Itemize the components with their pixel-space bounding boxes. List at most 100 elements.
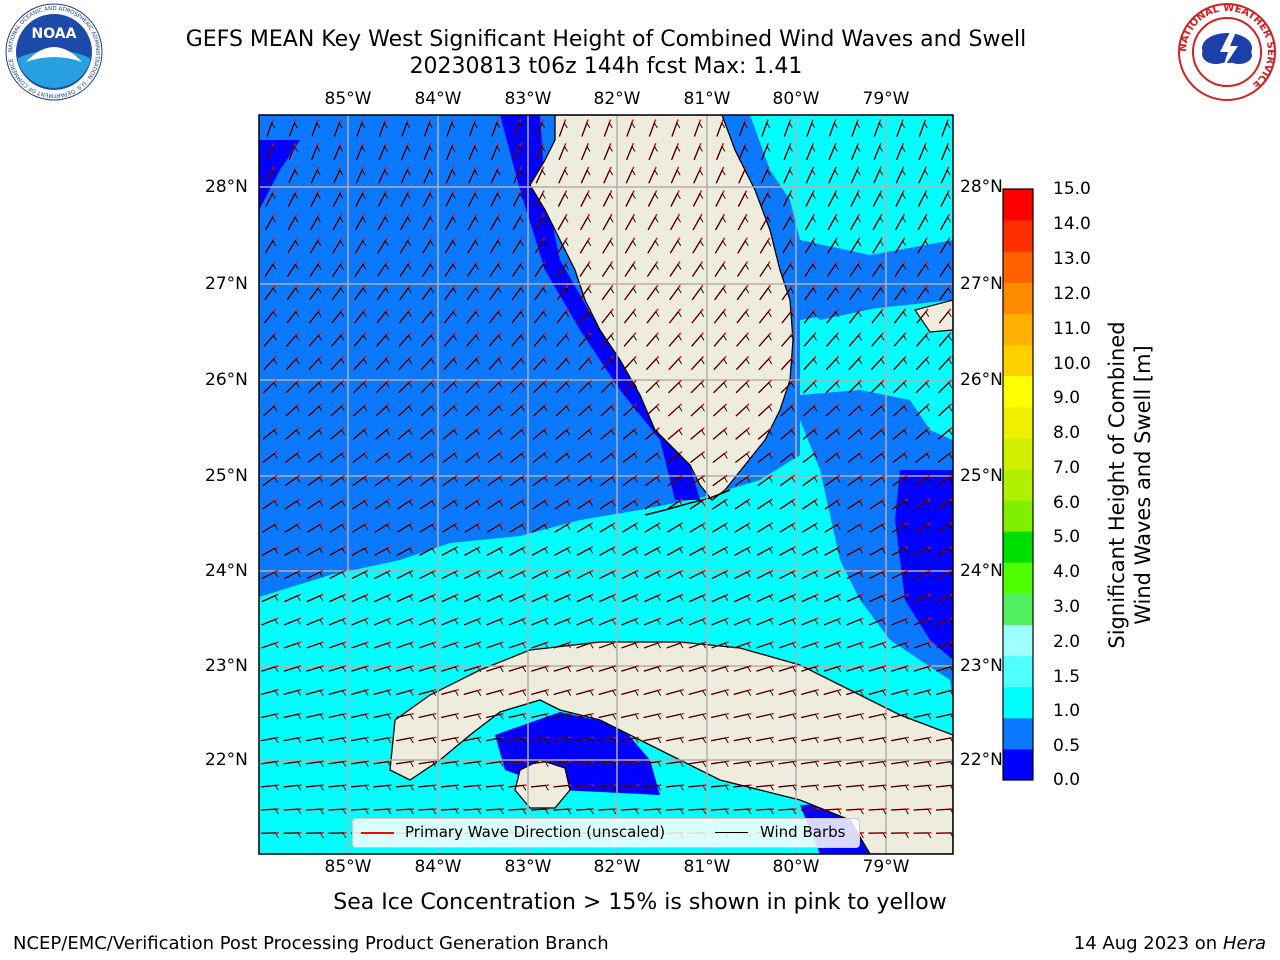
wind-barb [667, 476, 683, 487]
wind-barb [913, 832, 932, 839]
wind-barb [508, 808, 527, 815]
wind-barb [328, 808, 347, 815]
wind-barb [823, 737, 842, 744]
wind-barb [351, 713, 369, 720]
wind-barb [284, 618, 301, 626]
wind-barb [556, 358, 570, 370]
wind-barb [869, 476, 886, 487]
wind-barb [690, 381, 705, 394]
wind-barb [263, 405, 278, 417]
wind-barb [711, 713, 729, 720]
wind-barb [440, 808, 459, 815]
wind-barb [283, 832, 302, 839]
wind-barb [576, 690, 594, 696]
wind-barb [711, 737, 729, 744]
wind-barb [352, 524, 368, 533]
wind-barb [804, 263, 817, 277]
wind-barb [758, 381, 773, 394]
colorbar-title: Significant Height of Combined Wind Wave… [1104, 275, 1156, 695]
wind-barb [626, 121, 636, 137]
wind-barb [261, 618, 279, 626]
wind-barb [598, 737, 617, 744]
wind-barb [644, 547, 661, 556]
wind-barb [486, 547, 504, 556]
wind-barb [622, 476, 638, 487]
wind-barb [554, 571, 571, 579]
wind-barb [913, 690, 932, 696]
wind-barb [260, 832, 279, 839]
wind-barb [532, 524, 548, 533]
wind-barb [534, 287, 547, 301]
wind-barb [715, 169, 726, 184]
wind-barb [262, 429, 278, 440]
wind-barb [463, 761, 482, 767]
wind-barb [288, 121, 298, 137]
wind-barb [419, 571, 436, 579]
wind-barb [643, 737, 662, 744]
wind-barb [309, 287, 322, 301]
wind-barb [418, 713, 437, 720]
wind-barb [646, 334, 660, 347]
wind-barb [330, 405, 345, 417]
wind-barb [579, 240, 592, 254]
wind-barb [823, 784, 842, 791]
wind-barb [847, 429, 863, 440]
wind-barb [896, 121, 906, 137]
wind-barb [399, 263, 412, 277]
lat-label-right: 28°N [960, 177, 1003, 197]
wind-barb [489, 240, 502, 254]
wind-barb [441, 571, 459, 579]
wind-barb [713, 381, 728, 394]
wind-barb [509, 595, 526, 603]
wind-barb [330, 381, 345, 394]
wind-barb [490, 192, 501, 207]
wind-barb [375, 405, 390, 417]
wind-barb [712, 524, 728, 533]
wind-barb-line-icon [715, 832, 748, 833]
wind-barb [599, 595, 616, 603]
wind-barb [623, 381, 638, 394]
wind-barb [468, 121, 478, 137]
wind-barb [580, 192, 591, 207]
wind-barb [356, 145, 366, 160]
wind-barb [468, 145, 478, 160]
wind-barb [736, 334, 750, 347]
wind-barb [443, 358, 458, 370]
wind-barb [599, 500, 616, 510]
wind-barb [598, 690, 617, 696]
wind-barb [467, 192, 479, 207]
chart-title: GEFS MEAN Key West Significant Height of… [185, 27, 1027, 52]
wind-barb [512, 263, 524, 277]
colorbar-title-line2: Wind Waves and Swell [m] [1131, 345, 1155, 625]
wind-barb [870, 381, 885, 394]
wind-barb [285, 429, 300, 440]
wind-barb [553, 690, 572, 696]
wind-barb [400, 169, 411, 184]
wind-barb [625, 192, 636, 207]
wind-barb [553, 784, 572, 791]
wind-barb [508, 666, 527, 673]
wind-barb [445, 169, 456, 184]
wind-barb [352, 500, 368, 510]
wind-barb [374, 595, 391, 603]
wind-barb [260, 784, 279, 791]
wind-barb [467, 216, 479, 231]
wind-barb [463, 808, 482, 815]
wind-barb [599, 476, 616, 487]
wind-barb [486, 737, 504, 744]
wind-barb [757, 500, 773, 510]
wind-barb [310, 192, 321, 207]
wind-barb [509, 547, 526, 556]
wind-barb [868, 666, 887, 673]
wind-barb [937, 429, 953, 440]
wind-barb [444, 287, 457, 301]
wind-barb [940, 216, 951, 231]
wind-barb [577, 476, 593, 487]
wind-barb [691, 311, 705, 324]
wind-barb [328, 784, 347, 791]
wind-barb [396, 761, 414, 767]
lat-label-right: 23°N [960, 656, 1003, 676]
wind-barb [668, 334, 682, 347]
wind-barb [869, 595, 886, 603]
wind-barb [780, 405, 795, 417]
